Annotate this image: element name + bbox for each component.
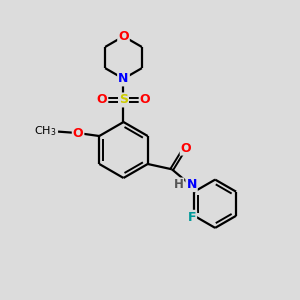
Text: H: H <box>174 178 184 191</box>
Text: O: O <box>97 93 107 106</box>
Text: S: S <box>119 93 128 106</box>
Text: O: O <box>140 93 150 106</box>
Text: N: N <box>186 178 197 191</box>
Text: F: F <box>188 211 196 224</box>
Text: O: O <box>118 30 129 43</box>
Text: N: N <box>118 72 129 85</box>
Text: O: O <box>73 127 83 140</box>
Text: N: N <box>118 72 129 85</box>
Text: O: O <box>181 142 191 154</box>
Text: CH$_3$: CH$_3$ <box>34 125 57 139</box>
